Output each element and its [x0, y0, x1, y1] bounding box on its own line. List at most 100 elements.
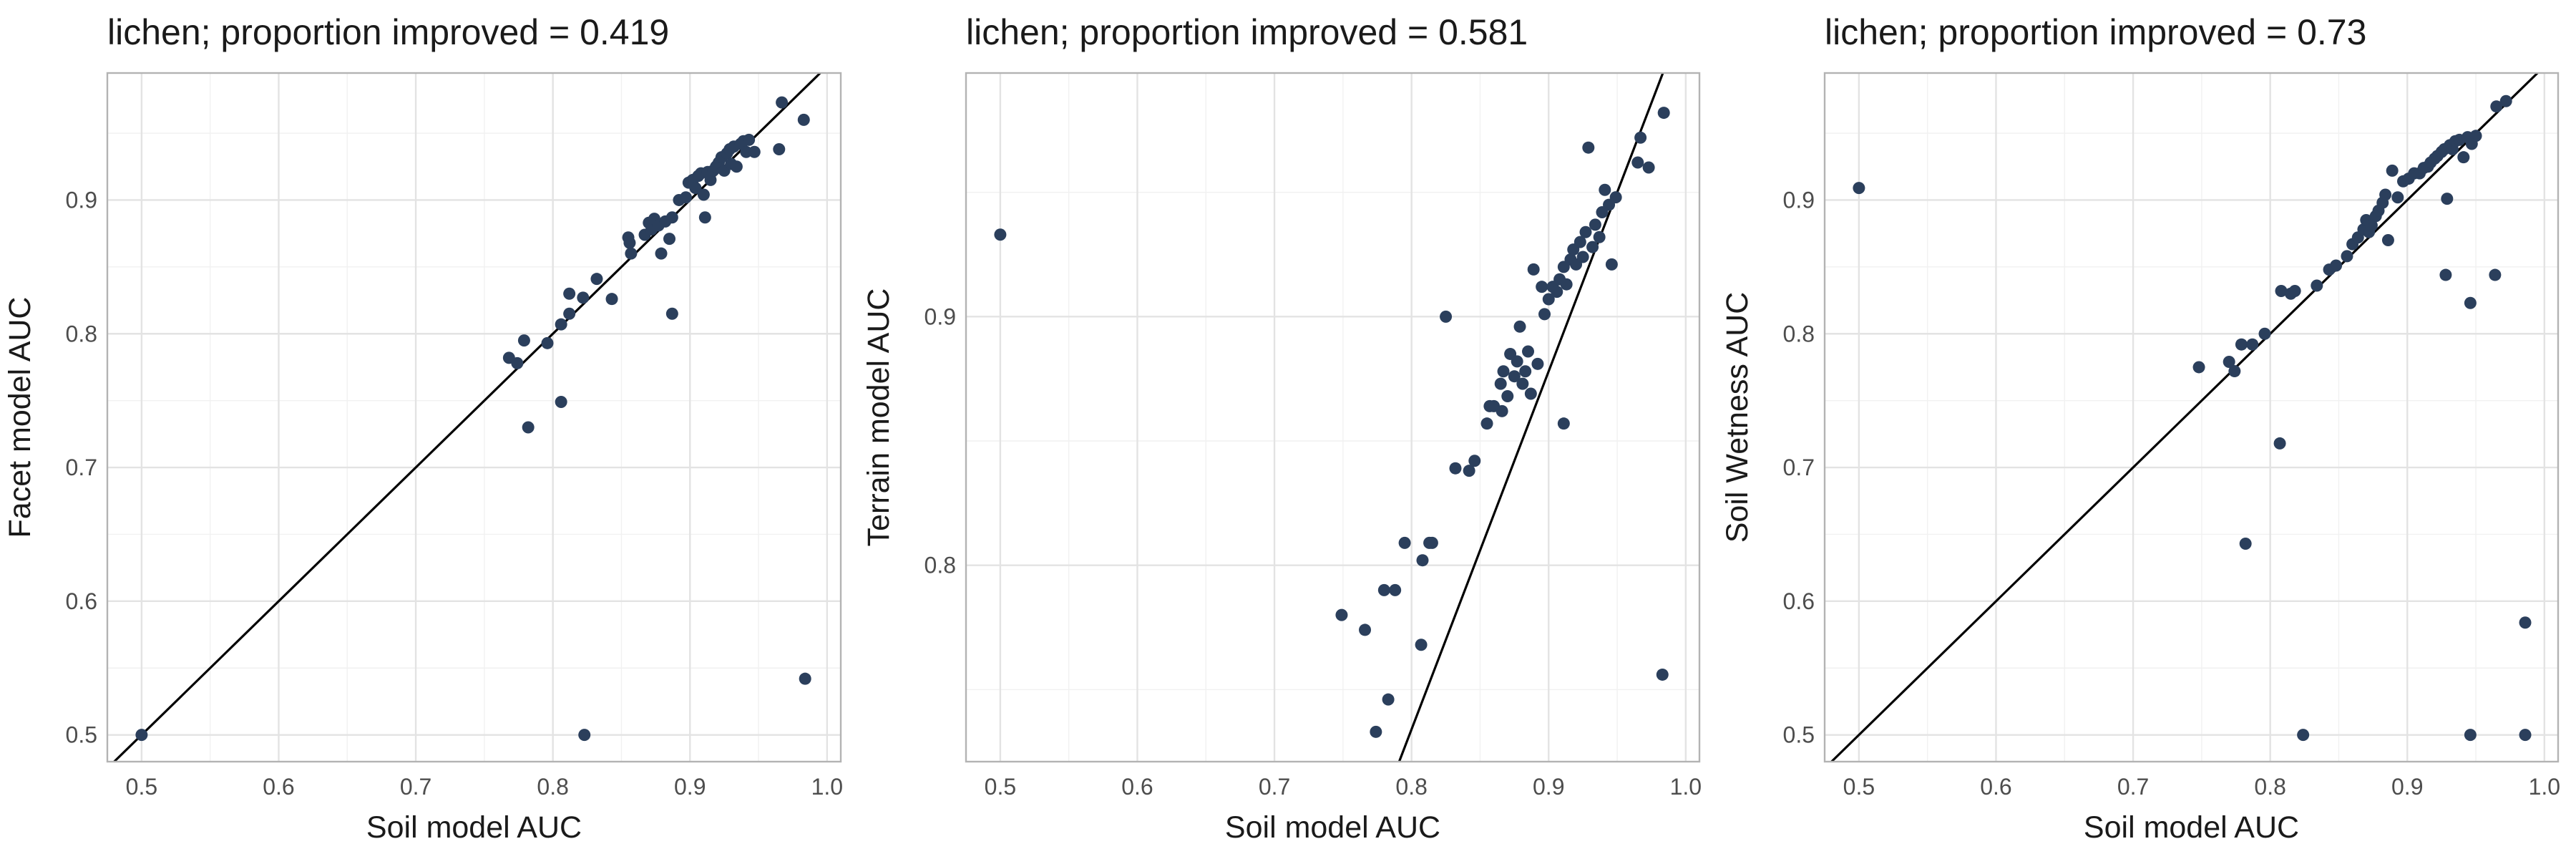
- data-point: [2519, 616, 2532, 629]
- panel-3: 0.5 0.6 0.7 0.8 0.9 1.0 0.5 0.6 0.7 0.8 0.9 Soil mo…: [1720, 12, 2560, 845]
- x-tick-label: 0.8: [2254, 774, 2285, 800]
- reference-line: [1397, 72, 1664, 762]
- data-point: [1370, 725, 1382, 738]
- data-point: [1389, 583, 1402, 596]
- data-point: [1382, 693, 1395, 706]
- data-point: [2379, 188, 2392, 201]
- data-point: [1586, 241, 1599, 253]
- data-point: [2235, 338, 2248, 351]
- data-point: [2391, 191, 2404, 204]
- x-tick-label: 0.5: [985, 774, 1016, 800]
- data-point: [522, 421, 535, 434]
- data-point: [577, 291, 590, 304]
- y-tick-label: 0.9: [924, 304, 956, 329]
- x-tick-label: 1.0: [811, 774, 843, 800]
- x-tick-label: 0.7: [1259, 774, 1290, 800]
- gridlines: [966, 73, 1699, 762]
- data-point: [1377, 583, 1390, 596]
- data-point: [1536, 281, 1548, 293]
- data-point: [2223, 355, 2235, 368]
- x-tick-label: 1.0: [2529, 774, 2560, 800]
- panel-border: [1823, 72, 2560, 763]
- x-tick-label: 0.5: [1843, 774, 1875, 800]
- data-point: [1449, 462, 1462, 475]
- data-point: [704, 173, 717, 186]
- data-point: [1527, 263, 1540, 276]
- data-points: [1853, 94, 2532, 742]
- data-point: [555, 318, 567, 331]
- data-point: [743, 133, 756, 146]
- data-point: [1440, 310, 1453, 323]
- data-point: [2499, 94, 2512, 107]
- data-points: [994, 107, 1670, 738]
- data-point: [2381, 233, 2394, 246]
- data-point: [511, 356, 524, 369]
- data-point: [2439, 268, 2452, 281]
- data-point: [1511, 355, 1523, 368]
- data-point: [1538, 308, 1551, 321]
- y-tick-label: 0.8: [1783, 321, 1815, 346]
- data-point: [665, 211, 678, 224]
- data-points: [135, 96, 811, 742]
- y-tick-label: 0.9: [66, 187, 97, 213]
- data-point: [563, 287, 576, 300]
- data-point: [2246, 338, 2259, 351]
- plot-background: [1825, 73, 2558, 762]
- data-point: [2441, 193, 2454, 205]
- data-point: [517, 334, 530, 347]
- data-point: [1415, 639, 1428, 651]
- data-point: [2288, 284, 2301, 297]
- x-tick-label: 0.7: [400, 774, 431, 800]
- data-point: [2464, 296, 2477, 309]
- data-point: [698, 211, 711, 224]
- x-tick-label: 0.6: [263, 774, 294, 800]
- data-point: [2297, 729, 2310, 742]
- data-point: [1398, 536, 1411, 549]
- data-point: [665, 307, 678, 320]
- data-point: [1522, 345, 1535, 358]
- y-tick-label: 0.5: [66, 722, 97, 748]
- data-point: [1497, 365, 1510, 378]
- gridlines: [1825, 73, 2558, 762]
- x-axis-title: Soil model AUC: [366, 810, 582, 845]
- data-point: [1579, 225, 1592, 238]
- y-tick-label: 0.8: [924, 553, 956, 578]
- data-point: [625, 247, 638, 260]
- data-point: [1605, 258, 1618, 271]
- data-point: [2311, 279, 2323, 292]
- data-point: [1496, 404, 1508, 417]
- x-axis-title: Soil model AUC: [2084, 810, 2299, 845]
- data-point: [2490, 100, 2503, 113]
- plot-background: [107, 73, 841, 762]
- data-point: [2258, 327, 2271, 340]
- data-point: [2469, 130, 2482, 142]
- x-tick-label: 0.8: [537, 774, 568, 800]
- y-tick-label: 0.6: [1783, 588, 1815, 614]
- panel-1: 0.5 0.6 0.7 0.8 0.9 1.0 0.5 0.6 0.7 0.8 0.9 Soil mo…: [3, 12, 843, 845]
- data-point: [1359, 623, 1372, 636]
- data-point: [994, 228, 1007, 241]
- panel-title: lichen; proportion improved = 0.419: [107, 12, 669, 52]
- data-point: [2192, 361, 2205, 374]
- data-point: [1560, 278, 1573, 291]
- data-point: [1642, 161, 1655, 174]
- data-point: [2330, 259, 2343, 272]
- data-point: [1574, 236, 1586, 248]
- data-point: [1463, 465, 1475, 477]
- x-tick-label: 0.7: [2117, 774, 2149, 800]
- y-tick-label: 0.5: [1783, 722, 1815, 748]
- data-point: [1576, 251, 1589, 263]
- data-point: [2228, 365, 2241, 378]
- data-point: [2489, 268, 2502, 281]
- data-point: [1631, 156, 1644, 169]
- data-point: [1480, 417, 1493, 430]
- data-point: [773, 142, 786, 155]
- data-point: [1513, 320, 1526, 333]
- data-point: [1634, 131, 1647, 144]
- data-point: [697, 188, 710, 201]
- data-point: [797, 113, 810, 126]
- panel-border: [106, 72, 842, 763]
- data-point: [680, 191, 693, 204]
- data-point: [2365, 219, 2378, 232]
